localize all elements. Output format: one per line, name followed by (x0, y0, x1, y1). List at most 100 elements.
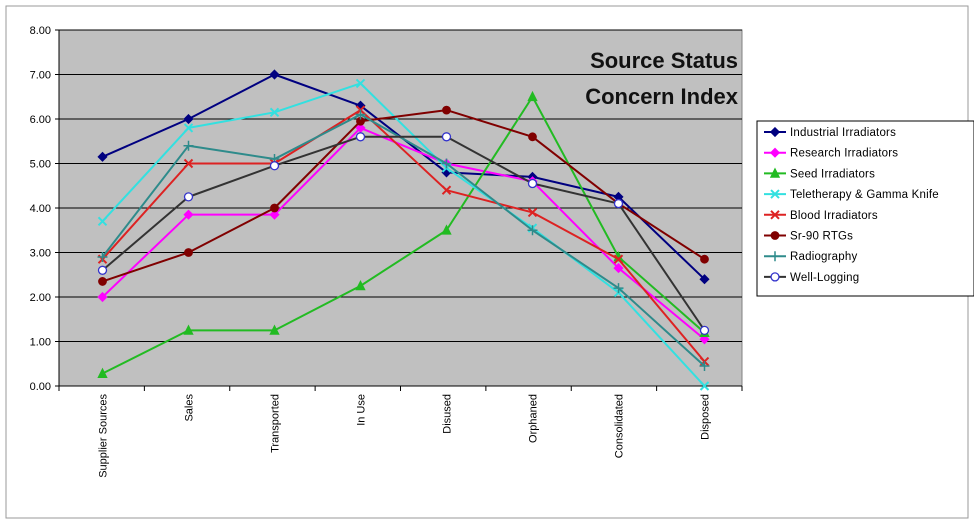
data-point-well-logging-disused (441, 132, 452, 142)
legend-marker-industrial-irradiators (769, 126, 781, 138)
legend-label-radiography: Radiography (790, 251, 857, 263)
x-tick-label-disposed: Disposed (700, 394, 712, 440)
series-well-logging (97, 132, 710, 336)
legend-marker-research-irradiators (769, 147, 781, 158)
series-line-well-logging (101, 135, 706, 331)
series-line-radiography (101, 113, 706, 367)
data-point-well-logging-disposed (699, 325, 710, 336)
series-line-blood-irradiators (101, 109, 706, 363)
series-line-teletherapy-gamma-knife (101, 82, 706, 387)
data-point-blood-irradiators-orphaned (527, 207, 538, 218)
data-point-seed-irradiators-transported (269, 324, 280, 335)
data-point-radiography-sales (183, 140, 194, 151)
legend-marker-sr-90-rtgs (770, 231, 780, 240)
data-point-seed-irradiators-supplier-sources (97, 367, 108, 378)
data-point-blood-irradiators-sales (183, 158, 194, 169)
chart-title-line1: Source Status (590, 48, 738, 73)
data-point-sr-90-rtgs-transported (270, 203, 279, 213)
data-point-seed-irradiators-disused (441, 224, 452, 235)
legend-marker-seed-irradiators (769, 167, 781, 178)
series-line-seed-irradiators (102, 95, 706, 375)
y-tick-label: 7.00 (30, 70, 51, 82)
legend-marker-well-logging (770, 272, 780, 282)
data-point-well-logging-consolidated (613, 198, 624, 209)
legend-item-seed-irradiators: Seed Irradiators (764, 167, 875, 180)
data-point-well-logging-sales (183, 192, 194, 202)
data-point-sr-90-rtgs-supplier-sources (98, 277, 107, 286)
legend-label-sr-90-rtgs: Sr-90 RTGs (790, 231, 853, 243)
legend-item-research-irradiators: Research Irradiators (764, 147, 898, 160)
data-point-well-logging-transported (269, 161, 280, 171)
legend-label-research-irradiators: Research Irradiators (790, 148, 898, 160)
legend-item-well-logging: Well-Logging (764, 272, 859, 284)
x-tick-label-sales: Sales (184, 394, 196, 422)
x-tick-label-in-use: In Use (356, 394, 368, 426)
data-point-well-logging-supplier-sources (97, 265, 108, 275)
data-point-blood-irradiators-disused (441, 185, 452, 195)
data-point-seed-irradiators-orphaned (527, 90, 538, 102)
data-point-research-irradiators-consolidated (613, 263, 624, 274)
y-tick-label: 4.00 (30, 203, 51, 215)
x-tick-label-transported: Transported (270, 394, 282, 453)
data-point-teletherapy-gamma-knife-in-use (355, 78, 366, 89)
legend-label-blood-irradiators: Blood Irradiators (790, 210, 878, 222)
data-point-sr-90-rtgs-disposed (700, 254, 709, 264)
data-point-research-irradiators-transported (269, 209, 280, 220)
x-tick-label-supplier-sources: Supplier Sources (98, 394, 110, 478)
legend-marker-radiography (770, 251, 780, 262)
x-tick-label-disused: Disused (442, 394, 454, 434)
data-point-research-irradiators-supplier-sources (97, 291, 108, 303)
data-point-industrial-irradiators-supplier-sources (97, 151, 108, 162)
legend-box (756, 120, 974, 297)
data-point-research-irradiators-sales (183, 209, 194, 220)
legend: Industrial Irradiators Research Irradiato… (756, 120, 974, 297)
series-seed-irradiators (97, 90, 710, 378)
data-point-well-logging-in-use (355, 132, 366, 142)
data-point-radiography-disused (441, 158, 452, 169)
data-point-radiography-consolidated (613, 283, 624, 294)
legend-item-sr-90-rtgs: Sr-90 RTGs (764, 231, 853, 243)
series-line-research-irradiators (101, 126, 706, 341)
y-tick-label: 5.00 (30, 159, 51, 171)
data-point-radiography-orphaned (527, 225, 538, 236)
series-group (97, 69, 710, 391)
legend-label-well-logging: Well-Logging (790, 272, 859, 284)
legend-item-radiography: Radiography (764, 251, 857, 263)
axes: 0.00 1.00 2.00 3.00 4.00 5.00 6.00 7.00 8.00 Supp… (30, 25, 743, 478)
data-point-research-irradiators-disposed (699, 334, 710, 345)
data-point-radiography-supplier-sources (97, 251, 108, 262)
y-tick-label: 6.00 (30, 114, 51, 126)
legend-item-teletherapy-gamma-knife: Teletherapy & Gamma Knife (764, 189, 939, 201)
data-point-seed-irradiators-in-use (355, 279, 366, 291)
data-point-sr-90-rtgs-sales (184, 248, 193, 257)
y-tick-label: 0.00 (30, 381, 51, 393)
data-point-seed-irradiators-sales (183, 324, 194, 335)
legend-item-industrial-irradiators: Industrial Irradiators (764, 126, 896, 139)
data-point-sr-90-rtgs-disused (442, 105, 451, 115)
x-tick-label-consolidated: Consolidated (614, 394, 626, 458)
data-point-sr-90-rtgs-orphaned (528, 132, 537, 142)
y-tick-label: 1.00 (30, 337, 51, 349)
data-point-well-logging-orphaned (527, 178, 538, 189)
data-point-teletherapy-gamma-knife-disposed (699, 381, 710, 391)
data-point-teletherapy-gamma-knife-sales (183, 123, 194, 133)
data-point-teletherapy-gamma-knife-transported (269, 107, 280, 118)
y-tick-label: 8.00 (30, 25, 51, 37)
legend-marker-teletherapy-gamma-knife (770, 189, 780, 199)
data-point-industrial-irradiators-transported (269, 69, 280, 80)
legend-label-seed-irradiators: Seed Irradiators (790, 168, 875, 180)
legend-label-industrial-irradiators: Industrial Irradiators (790, 127, 896, 139)
y-tick-label: 2.00 (30, 292, 51, 304)
gridlines (59, 29, 742, 387)
data-point-teletherapy-gamma-knife-supplier-sources (97, 216, 108, 227)
legend-item-blood-irradiators: Blood Irradiators (764, 210, 878, 222)
chart-title-line2: Concern Index (585, 84, 739, 109)
data-point-blood-irradiators-consolidated (613, 254, 624, 264)
legend-label-teletherapy-gamma-knife: Teletherapy & Gamma Knife (790, 189, 939, 201)
legend-marker-blood-irradiators (770, 210, 780, 220)
series-radiography (97, 109, 710, 371)
data-point-industrial-irradiators-disposed (699, 274, 710, 285)
y-tick-label: 3.00 (30, 248, 51, 260)
